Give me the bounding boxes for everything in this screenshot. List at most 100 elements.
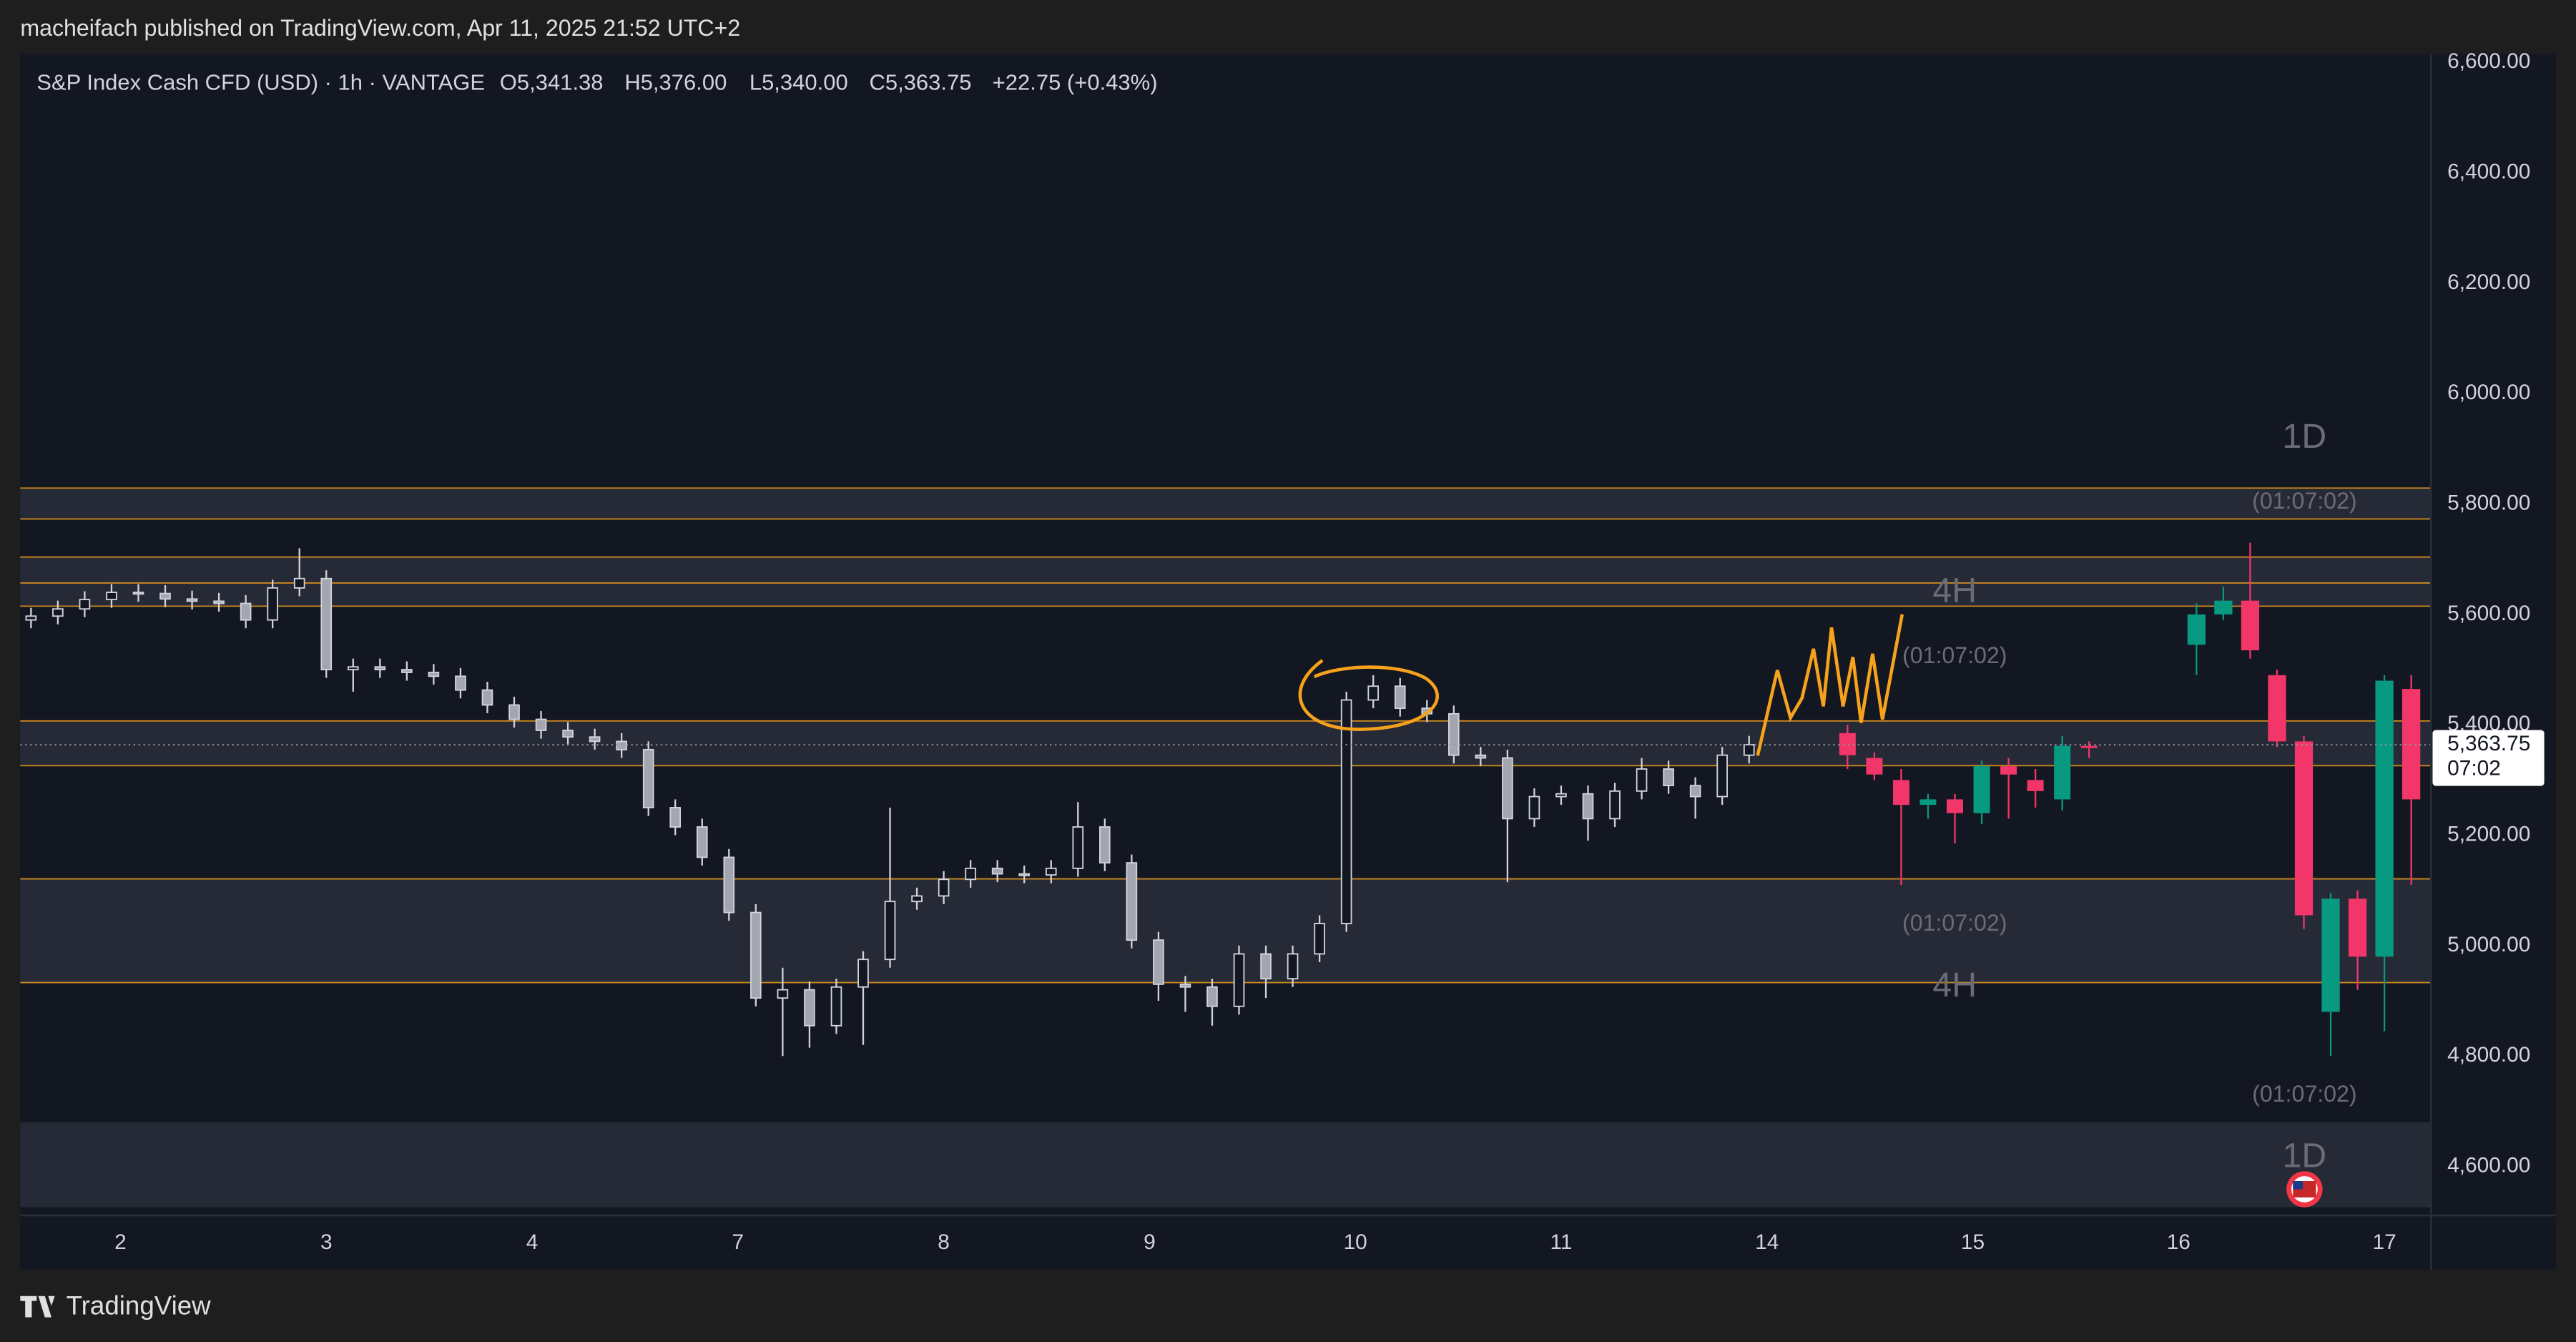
chart-area <box>20 54 2556 1270</box>
event-flag[interactable] <box>2286 1171 2323 1208</box>
y-tick-label: 6,600.00 <box>2447 49 2530 73</box>
candle-body <box>1233 953 1245 1007</box>
candle-body <box>1072 826 1084 869</box>
candle-body <box>884 901 896 961</box>
candle-body <box>669 807 682 828</box>
x-tick-label: 16 <box>2167 1230 2191 1254</box>
candle-body <box>1716 754 1728 798</box>
brand-logo <box>20 1296 55 1318</box>
candle-body <box>1099 826 1111 864</box>
candle-body <box>1919 799 1937 805</box>
y-tick-label: 5,200.00 <box>2447 822 2530 846</box>
x-tick-label: 9 <box>1144 1230 1156 1254</box>
candle-body <box>777 989 789 999</box>
candle-body <box>750 911 762 999</box>
axes: 4,600.004,800.005,000.005,200.005,400.00… <box>114 49 2545 1254</box>
ohlc-open: O5,341.38 <box>500 69 604 94</box>
x-tick-label: 3 <box>320 1230 333 1254</box>
candle-body <box>374 666 386 671</box>
zone-band <box>20 1122 2432 1208</box>
candle-body <box>1153 939 1164 985</box>
zone-band <box>20 720 2432 766</box>
candle-body <box>1126 862 1138 941</box>
symbol: S&P Index Cash CFD (USD) · 1h · VANTAGE <box>36 69 485 94</box>
bands <box>20 488 2432 1208</box>
x-tick-label: 15 <box>1961 1230 1985 1254</box>
candle-body <box>2375 680 2394 957</box>
candle-body <box>938 878 950 897</box>
candle-body <box>25 615 37 621</box>
timer-label: (01:07:02) <box>2252 1081 2356 1107</box>
annotations: 1D (01:07:02) 4H (01:07:02) (01:07:02) 4… <box>1902 417 2357 1175</box>
candle-body <box>1314 923 1325 955</box>
candle-body <box>1448 712 1460 756</box>
candle-body <box>2187 614 2206 645</box>
candle-body <box>616 740 627 750</box>
zone-band <box>20 488 2432 519</box>
ohlc-high: H5,376.00 <box>624 69 727 94</box>
ohlc-change: +22.75 (+0.43%) <box>993 69 1158 94</box>
candle-body <box>1260 953 1272 980</box>
candle-body <box>1866 758 1883 775</box>
candle-body <box>455 675 466 691</box>
candle-body <box>1179 983 1191 988</box>
candle-body <box>857 959 869 988</box>
candle-body <box>1839 733 1856 755</box>
candle-body <box>562 730 574 738</box>
candle-body <box>2214 600 2233 614</box>
candle-body <box>52 608 64 617</box>
y-tick-label: 5,000.00 <box>2447 933 2530 956</box>
candle-body <box>1973 766 1990 813</box>
candle-body <box>79 599 91 610</box>
timer-label: (01:07:02) <box>1902 642 2007 668</box>
x-tick-label: 2 <box>114 1230 127 1254</box>
candle-body <box>1018 873 1031 876</box>
candle-body <box>106 592 117 601</box>
candle-body <box>293 577 305 589</box>
candle-body <box>589 736 601 743</box>
x-tick-label: 8 <box>938 1230 950 1254</box>
publish-header: macheifach published on TradingView.com,… <box>20 15 740 41</box>
candle-body <box>1475 754 1487 759</box>
timeframe-label: 1D <box>2283 1137 2327 1175</box>
candle-body <box>696 826 708 858</box>
candle-body <box>401 669 413 673</box>
candle-body <box>1609 790 1621 820</box>
candle-body <box>911 895 923 903</box>
candle-body <box>2080 745 2098 748</box>
candle-body <box>2294 741 2314 916</box>
zone-band <box>20 557 2432 607</box>
levels <box>20 487 2432 984</box>
x-tick-label: 11 <box>1550 1230 1572 1254</box>
candle-body <box>1892 780 1909 805</box>
candle-body <box>1743 744 1755 756</box>
legend: S&P Index Cash CFD (USD) · 1h · VANTAGE … <box>36 69 1157 94</box>
candle-body <box>1367 685 1380 701</box>
price-tag-label: 5,363.75 <box>2447 732 2530 755</box>
timeframe-label: 1D <box>2283 417 2327 456</box>
zone-band <box>20 878 2432 983</box>
candle-body <box>347 666 359 671</box>
candles <box>20 542 2432 1057</box>
candle-body <box>2241 600 2260 651</box>
candle-body <box>1689 785 1701 798</box>
candle-body <box>2027 780 2044 791</box>
candle-body <box>1394 685 1406 710</box>
flag-canton <box>2293 1180 2304 1190</box>
candle-body <box>723 856 735 914</box>
ohlc-close: C5,363.75 <box>869 69 971 94</box>
y-tick-label: 6,000.00 <box>2447 381 2530 404</box>
candle-body <box>1502 757 1513 820</box>
y-tick-label: 4,600.00 <box>2447 1153 2530 1177</box>
candle-body <box>481 689 493 706</box>
candle-body <box>804 989 815 1027</box>
candle-body <box>1636 768 1648 792</box>
candle-body <box>508 704 520 720</box>
candle-body <box>2054 745 2071 800</box>
candle-body <box>240 602 252 621</box>
ohlc-low: L5,340.00 <box>749 69 848 94</box>
footer-brand: TradingView <box>67 1290 212 1320</box>
timeframe-label: 4H <box>1932 572 1977 610</box>
candle-body <box>159 592 171 600</box>
